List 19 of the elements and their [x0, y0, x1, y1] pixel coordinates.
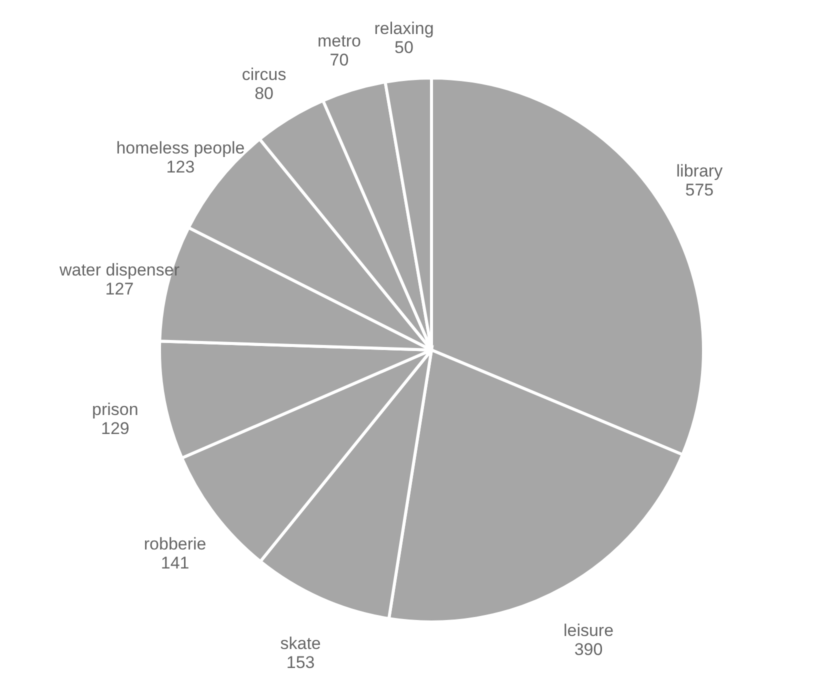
slice-label: relaxing: [374, 19, 434, 38]
data-label: 153: [286, 653, 315, 672]
slice-label: metro: [318, 32, 361, 50]
data-label: 123: [166, 157, 195, 176]
data-label: 70: [330, 50, 349, 70]
slice-label: library: [676, 161, 724, 180]
data-label: 127: [105, 279, 134, 298]
slice-label: leisure: [563, 621, 614, 640]
data-label: 80: [254, 84, 274, 103]
slice-label: circus: [242, 64, 286, 84]
data-label: 141: [160, 554, 190, 573]
slice-label: skate: [280, 634, 321, 654]
data-label: 129: [100, 419, 130, 438]
slice-label: robberie: [144, 534, 206, 554]
data-label: 50: [394, 38, 414, 58]
slice-label: homeless people: [116, 138, 245, 158]
data-label: 575: [685, 180, 714, 200]
slice-label: prison: [92, 400, 138, 420]
data-label: 390: [574, 640, 603, 660]
